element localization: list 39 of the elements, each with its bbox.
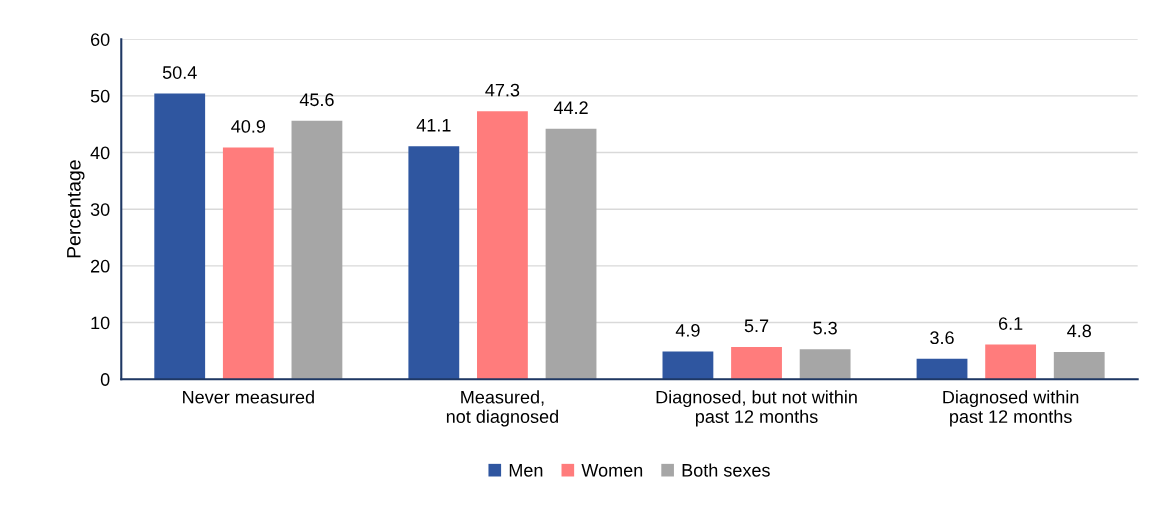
bar xyxy=(291,120,343,380)
bar xyxy=(731,346,782,380)
x-tick-label: Diagnosed, but not within past 12 months xyxy=(656,390,857,427)
y-tick-label: 50 xyxy=(90,89,110,103)
bar xyxy=(985,344,1037,380)
data-label: 40.9 xyxy=(231,119,266,133)
bar xyxy=(916,358,968,380)
bar xyxy=(477,111,528,380)
x-tick-label: Diagnosed within past 12 months xyxy=(943,390,1079,427)
bar xyxy=(222,147,274,380)
data-label: 6.1 xyxy=(998,317,1023,330)
y-tick-label: 0 xyxy=(100,373,110,386)
legend-label: Both sexes xyxy=(682,463,770,477)
bar xyxy=(799,349,851,380)
bar xyxy=(545,128,597,380)
y-tick-label: 20 xyxy=(90,259,110,273)
data-label: 3.6 xyxy=(930,331,954,345)
y-tick-label: 60 xyxy=(91,33,110,46)
data-label: 50.4 xyxy=(162,66,197,79)
data-label: 5.7 xyxy=(744,319,769,333)
data-label: 45.6 xyxy=(299,93,334,107)
x-tick-label: Never measured xyxy=(183,390,314,404)
x-tick-label: Measured, not diagnosed xyxy=(446,390,558,427)
data-label: 41.1 xyxy=(416,119,451,132)
bar xyxy=(154,93,206,380)
data-label: 4.9 xyxy=(675,323,700,337)
legend-label: Men xyxy=(509,464,543,477)
data-label: 47.3 xyxy=(485,83,520,97)
data-label: 5.3 xyxy=(813,321,837,335)
y-tick-label: 40 xyxy=(90,146,110,160)
y-tick-label: 30 xyxy=(90,203,110,216)
y-axis-title: Percentage xyxy=(67,160,85,258)
bar xyxy=(1053,351,1105,380)
data-label: 44.2 xyxy=(553,101,588,114)
bar xyxy=(662,351,714,380)
bar xyxy=(408,146,460,380)
legend-label: Women xyxy=(581,464,643,477)
data-label: 4.8 xyxy=(1067,324,1091,338)
y-tick-label: 10 xyxy=(91,316,110,330)
